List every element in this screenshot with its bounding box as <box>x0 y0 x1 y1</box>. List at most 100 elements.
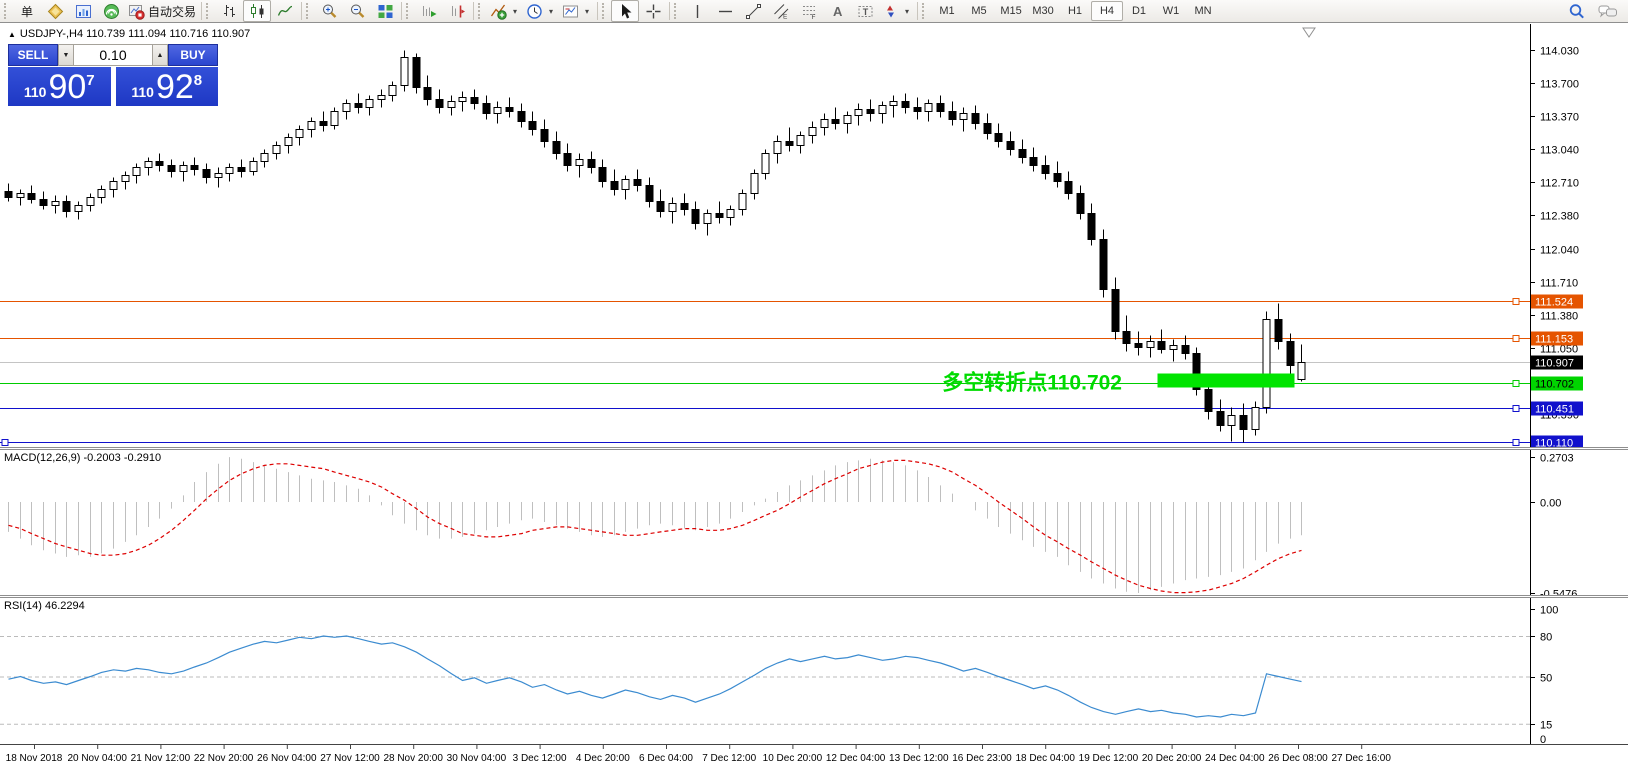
svg-text:18 Nov 2018: 18 Nov 2018 <box>6 753 63 764</box>
timeframe-M5-button[interactable]: M5 <box>971 5 987 17</box>
toolbar-drag-handle[interactable] <box>406 3 412 19</box>
rsi-line <box>8 635 1302 718</box>
svg-text:10 Dec 20:00: 10 Dec 20:00 <box>763 753 823 764</box>
svg-text:19 Dec 12:00: 19 Dec 12:00 <box>1079 753 1139 764</box>
periods-button[interactable]: ▾ <box>523 0 559 22</box>
candlestick-chart[interactable]: 多空转折点110.702 114.030 113.700 113.370 113.040… <box>0 24 1628 448</box>
sell-price-prefix: 110 <box>23 83 47 100</box>
svg-text:20 Dec 20:00: 20 Dec 20:00 <box>1142 753 1202 764</box>
text-button[interactable]: A <box>823 0 851 22</box>
panel-separator[interactable] <box>0 447 1628 450</box>
horizontal-line-button[interactable] <box>711 0 739 22</box>
fibonacci-button[interactable]: F <box>795 0 823 22</box>
new-order-button[interactable] <box>41 0 69 22</box>
svg-text:13 Dec 12:00: 13 Dec 12:00 <box>889 753 949 764</box>
cursor-button[interactable] <box>611 0 640 22</box>
autotrading-icon <box>128 3 145 20</box>
text-label-button[interactable]: T <box>851 0 879 22</box>
search-button[interactable] <box>1568 3 1586 21</box>
auto-scroll-button[interactable] <box>415 0 443 22</box>
chart-shift-button[interactable] <box>443 0 471 22</box>
buy-button[interactable]: BUY <box>168 44 218 66</box>
svg-text:20 Nov 04:00: 20 Nov 04:00 <box>67 753 127 764</box>
svg-text:27 Dec 16:00: 27 Dec 16:00 <box>1331 753 1391 764</box>
crosshair-button[interactable] <box>639 0 667 22</box>
signals-button[interactable] <box>97 0 125 22</box>
periods-button-dropdown-icon[interactable]: ▾ <box>549 6 554 16</box>
line-chart-icon <box>277 3 294 20</box>
svg-text:110.702: 110.702 <box>1535 379 1574 391</box>
price-tick: 111.050 <box>1540 344 1578 356</box>
equidistant-channel-button[interactable]: E <box>767 0 795 22</box>
top-toolbar: 单 自动交易 ▾ ▾ ▾ E F A T ▾ M1 M5 M15 M30 H1 H4 D1 W1 MN <box>0 0 1628 23</box>
charts-button[interactable] <box>69 0 97 22</box>
timeframe-M1-button[interactable]: M1 <box>939 5 955 17</box>
price-tick: 112.380 <box>1540 211 1579 223</box>
channel-icon: E <box>773 3 790 20</box>
toolbar-drag-handle[interactable] <box>602 3 608 19</box>
toolbar-separator <box>597 2 599 20</box>
rsi-indicator-panel[interactable]: 100 80 50 15 0 <box>0 598 1628 744</box>
timeframe-M30-button[interactable]: M30 <box>1032 5 1054 17</box>
templates-button[interactable]: ▾ <box>559 0 595 22</box>
timeframe-H4-button[interactable]: H4 <box>1091 1 1124 21</box>
chart-title: ▲ USDJPY-,H4 110.739 111.094 110.716 110.… <box>8 28 250 40</box>
toolbar-drag-handle[interactable] <box>922 3 928 19</box>
autotrading-button[interactable]: 自动交易 <box>125 0 199 22</box>
vertical-line-button[interactable] <box>683 0 711 22</box>
tile-windows-button[interactable] <box>371 0 399 22</box>
templates-button-dropdown-icon[interactable]: ▾ <box>585 6 590 16</box>
annotation-text[interactable]: 多空转折点110.702 <box>942 371 1122 395</box>
volume-decrease-button[interactable]: ▼ <box>58 44 74 66</box>
toolbar-separator <box>401 2 403 20</box>
toolbar-separator <box>669 2 671 20</box>
charts-icon <box>75 3 92 20</box>
toolbar-drag-handle[interactable] <box>478 3 484 19</box>
toolbar-drag-handle[interactable] <box>206 3 212 19</box>
macd-signal-line <box>8 459 1302 594</box>
time-axis[interactable]: 18 Nov 2018 20 Nov 04:00 21 Nov 12:00 22 No… <box>0 744 1628 771</box>
indicators-button[interactable]: ▾ <box>487 0 523 22</box>
fibonacci-icon: F <box>801 3 818 20</box>
timeframe-W1-button[interactable]: W1 <box>1162 5 1180 17</box>
bar-chart-button[interactable] <box>215 0 243 22</box>
svg-text:110.451: 110.451 <box>1535 404 1574 416</box>
highlight-rectangle <box>1157 373 1295 388</box>
svg-text:30 Nov 04:00: 30 Nov 04:00 <box>447 753 507 764</box>
svg-text:28 Nov 20:00: 28 Nov 20:00 <box>383 753 443 764</box>
panel-collapse-icon[interactable]: ▲ <box>8 30 16 39</box>
macd-indicator-panel[interactable]: 0.2703 0.00 -0.5476 <box>0 450 1628 596</box>
candlestick-chart-icon <box>249 3 266 20</box>
toolbar-drag-handle[interactable] <box>306 3 312 19</box>
new-order-icon <box>47 3 64 20</box>
indicators-button-dropdown-icon[interactable]: ▾ <box>513 6 518 16</box>
arrows-button[interactable]: ▾ <box>879 0 915 22</box>
toolbar-drag-handle[interactable] <box>4 3 10 19</box>
arrows-button-dropdown-icon[interactable]: ▾ <box>905 6 910 16</box>
zoom-in-button[interactable] <box>315 0 343 22</box>
text-icon: A <box>829 3 846 20</box>
panel-separator[interactable] <box>0 595 1628 598</box>
chat-button[interactable] <box>1598 3 1618 20</box>
price-tick: 112.040 <box>1540 245 1579 257</box>
timeframe-D1-button[interactable]: D1 <box>1131 5 1147 17</box>
zoom-out-button[interactable] <box>343 0 371 22</box>
line-chart-button[interactable] <box>271 0 299 22</box>
timeframe-M15-button[interactable]: M15 <box>1000 5 1022 17</box>
toolbar-drag-handle[interactable] <box>674 3 680 19</box>
rsi-label: RSI(14) 46.2294 <box>4 600 85 612</box>
timeframe-H1-button[interactable]: H1 <box>1067 5 1083 17</box>
buy-price[interactable]: 110 92 8 <box>115 67 218 106</box>
svg-text:100: 100 <box>1540 605 1558 617</box>
candlestick-chart-button[interactable] <box>243 0 272 22</box>
sell-button[interactable]: SELL <box>8 44 58 66</box>
timeframe-MN-button[interactable]: MN <box>1194 5 1212 17</box>
volume-increase-button[interactable]: ▲ <box>152 44 168 66</box>
one-click-trading-panel: SELL ▼ 0.10 ▲ BUY 110 90 7 110 92 8 <box>8 44 218 106</box>
volume-input[interactable]: 0.10 <box>74 44 152 66</box>
price-tick: 113.370 <box>1540 112 1579 124</box>
sell-price[interactable]: 110 90 7 <box>8 67 111 106</box>
new-order-text[interactable]: 单 <box>13 0 41 22</box>
trendline-button[interactable] <box>739 0 767 22</box>
